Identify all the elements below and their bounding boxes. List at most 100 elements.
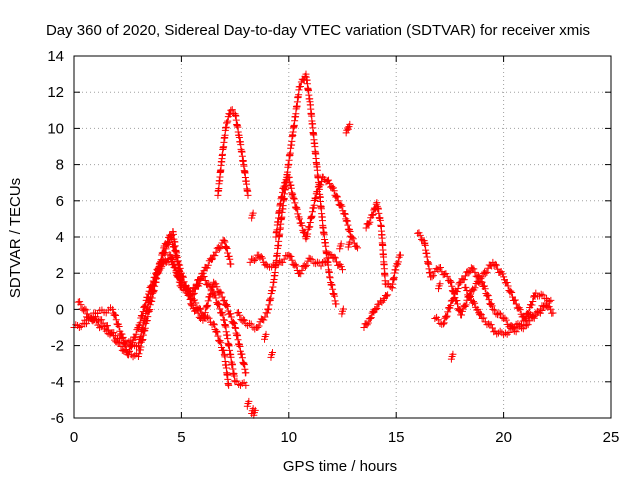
data-point [223, 243, 231, 251]
data-point [197, 274, 205, 282]
data-point [339, 305, 347, 313]
data-point [504, 282, 512, 290]
data-point [211, 291, 219, 299]
data-point [112, 316, 120, 324]
data-point [249, 209, 257, 217]
data-point [194, 309, 202, 317]
data-point [293, 203, 301, 211]
data-point [462, 301, 470, 309]
data-point [454, 284, 462, 292]
data-point [374, 300, 382, 308]
data-point [204, 301, 212, 309]
data-point [435, 285, 443, 293]
data-point [301, 229, 309, 237]
data-point [183, 285, 191, 293]
data-point [72, 321, 80, 329]
data-point [254, 323, 262, 331]
data-point [503, 279, 511, 287]
data-point [301, 72, 309, 80]
x-tick-label: 5 [177, 429, 185, 446]
data-point [445, 304, 453, 312]
data-point [436, 319, 444, 327]
data-point [164, 255, 172, 263]
data-point [442, 313, 450, 321]
data-point [381, 291, 389, 299]
data-point [304, 230, 312, 238]
data-point [292, 204, 300, 212]
data-point [120, 340, 128, 348]
data-point [251, 325, 259, 333]
data-point [368, 309, 376, 317]
data-point [305, 223, 313, 231]
data-point [221, 238, 229, 246]
data-point [325, 176, 333, 184]
data-point [202, 302, 210, 310]
data-point [333, 193, 341, 201]
data-point [426, 269, 434, 277]
data-point [372, 306, 380, 314]
data-points [70, 70, 557, 419]
data-point [235, 381, 243, 389]
data-point [260, 316, 268, 324]
data-point [219, 311, 227, 319]
data-point [132, 330, 140, 338]
data-point [342, 129, 350, 137]
data-point [416, 231, 424, 239]
data-point [312, 260, 320, 268]
data-point [99, 322, 107, 330]
data-point [434, 316, 442, 324]
y-tick-label: 12 [47, 84, 64, 101]
data-point [447, 355, 455, 363]
data-point [461, 272, 469, 280]
data-point [470, 298, 478, 306]
data-point [483, 268, 491, 276]
data-point [453, 300, 461, 308]
data-point [338, 202, 346, 210]
data-point [88, 313, 96, 321]
data-point [496, 327, 504, 335]
data-point [432, 265, 440, 273]
data-point [502, 316, 510, 324]
data-point [243, 402, 251, 410]
data-point [83, 320, 91, 328]
data-point [297, 270, 305, 278]
data-point [76, 298, 84, 306]
data-point [218, 239, 226, 247]
data-point [498, 270, 506, 278]
data-point [437, 264, 445, 272]
data-point [152, 278, 160, 286]
data-point [245, 397, 253, 405]
data-point [326, 180, 334, 188]
data-point [289, 190, 297, 198]
data-point [215, 301, 223, 309]
data-point [282, 179, 290, 187]
data-point [293, 205, 301, 213]
data-point [477, 278, 485, 286]
data-point [373, 304, 381, 312]
data-point [535, 309, 543, 317]
data-point [529, 297, 537, 305]
data-point [235, 131, 243, 139]
data-point [261, 313, 269, 321]
y-tick-label: 6 [56, 193, 64, 210]
data-point [111, 311, 119, 319]
data-point [319, 223, 327, 231]
data-point [343, 217, 351, 225]
data-point [222, 244, 230, 252]
data-point [119, 334, 127, 342]
data-point [455, 306, 463, 314]
data-point [236, 311, 244, 319]
data-point [392, 266, 400, 274]
data-point [81, 305, 89, 313]
data-point [541, 303, 549, 311]
data-point [217, 289, 225, 297]
data-point [341, 210, 349, 218]
data-point [86, 314, 94, 322]
data-point [121, 339, 129, 347]
data-point [331, 254, 339, 262]
data-point [512, 328, 520, 336]
x-axis-label: GPS time / hours [283, 458, 397, 475]
data-point [336, 245, 344, 253]
data-point [216, 288, 224, 296]
